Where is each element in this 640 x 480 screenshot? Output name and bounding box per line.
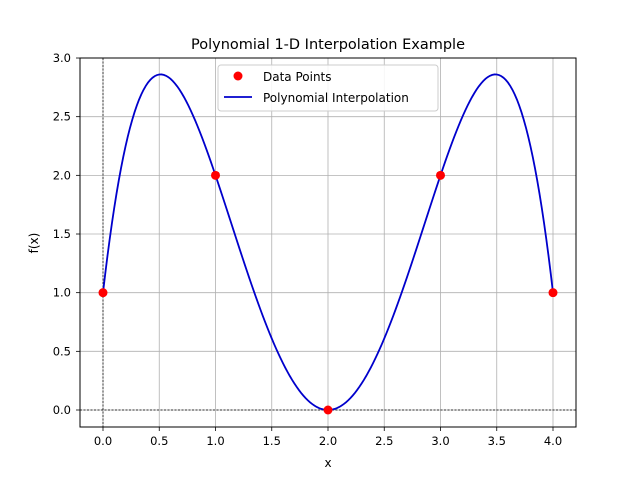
x-axis-label: x [324,456,331,470]
x-axis-ticks: 0.0 0.5 1.0 1.5 2.0 2.5 3.0 3.5 4.0 [94,427,562,448]
x-tick-label: 3.5 [488,434,506,448]
data-points [98,170,558,415]
legend-label-interpolation: Polynomial Interpolation [263,91,409,105]
legend-label-data-points: Data Points [263,70,332,84]
y-tick-label: 1.0 [53,286,71,300]
y-axis-ticks: 0.0 0.5 1.0 1.5 2.0 2.5 3.0 [53,51,80,417]
y-axis-label: f(x) [27,233,41,254]
data-point [98,288,108,298]
y-tick-label: 1.5 [53,227,71,241]
y-tick-label: 0.5 [53,344,71,358]
data-point [323,405,333,415]
x-tick-label: 0.0 [94,434,112,448]
x-tick-label: 0.5 [150,434,168,448]
y-tick-label: 3.0 [53,51,71,65]
reference-lines [80,58,576,427]
x-tick-label: 4.0 [544,434,562,448]
y-tick-label: 2.0 [53,168,71,182]
x-tick-label: 3.0 [431,434,449,448]
x-tick-label: 1.5 [263,434,281,448]
chart-title: Polynomial 1-D Interpolation Example [191,37,465,53]
x-tick-label: 1.0 [206,434,224,448]
y-tick-label: 2.5 [53,110,71,124]
y-tick-label: 0.0 [53,403,71,417]
data-point [436,170,445,180]
x-tick-label: 2.5 [375,434,393,448]
legend-marker-data-points [233,71,243,81]
data-point [548,288,558,298]
legend: Data Points Polynomial Interpolation [217,64,439,112]
x-tick-label: 2.0 [319,434,337,448]
data-point [211,170,220,180]
